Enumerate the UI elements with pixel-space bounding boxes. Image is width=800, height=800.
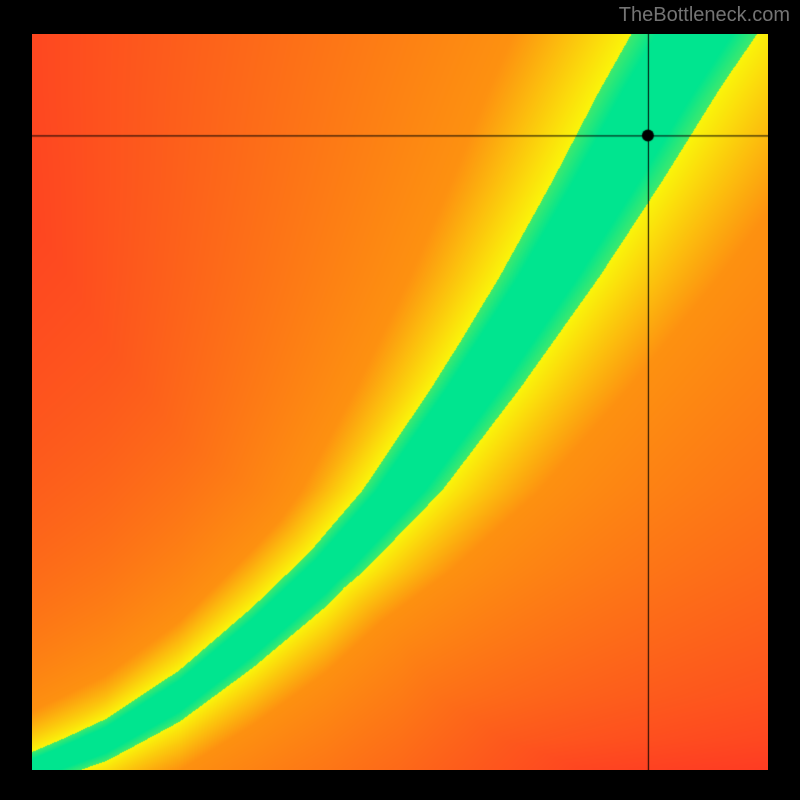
watermark-text: TheBottleneck.com — [619, 4, 790, 27]
heatmap-canvas — [32, 34, 768, 770]
bottleneck-heatmap — [32, 34, 768, 770]
